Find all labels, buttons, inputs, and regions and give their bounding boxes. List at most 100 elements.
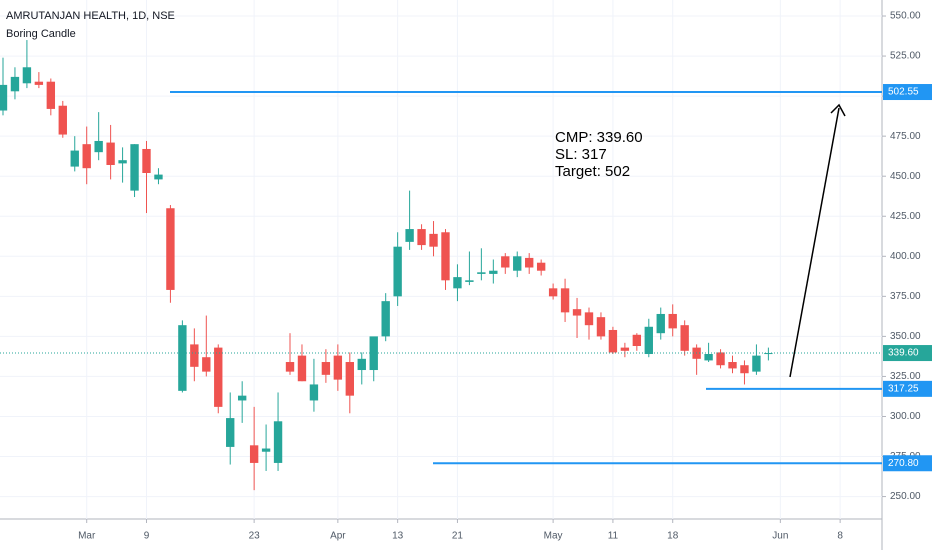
candle-body: [321, 362, 331, 375]
target-arrow: [789, 107, 840, 378]
candle-body: [596, 317, 606, 337]
y-tick-label: 475.00: [890, 131, 921, 142]
candle-body: [560, 288, 570, 313]
candle-body: [656, 313, 665, 334]
candle-body: [226, 418, 235, 447]
candle-body: [154, 174, 163, 180]
candle-body: [142, 148, 151, 173]
candle-body: [680, 325, 689, 351]
chart-title: AMRUTANJAN HEALTH, 1D, NSE: [6, 10, 175, 22]
candle-body: [22, 67, 32, 84]
annotation: Target: 502: [555, 163, 630, 180]
level-price-box: [883, 455, 932, 472]
last-price-label: 339.60: [888, 348, 919, 359]
candle-body: [333, 355, 343, 380]
candle-body: [82, 144, 91, 169]
candle-body: [417, 229, 426, 246]
candle-body: [704, 354, 713, 361]
x-tick-label: Apr: [330, 531, 346, 542]
x-tick-label: 8: [837, 531, 843, 542]
y-tick-label: 325.00: [890, 371, 921, 382]
candle-body: [297, 355, 307, 382]
candle-body: [106, 142, 115, 165]
x-tick-label: Jun: [772, 531, 788, 542]
candle-body: [489, 270, 498, 274]
candle-body: [118, 160, 127, 164]
candle-body: [130, 144, 139, 191]
y-tick-label: 300.00: [890, 411, 921, 422]
y-tick-label: 425.00: [890, 211, 921, 222]
candles: [0, 40, 773, 491]
x-tick-label: Mar: [78, 531, 96, 542]
candle-body: [584, 312, 594, 326]
x-tick-label: May: [544, 531, 563, 542]
y-tick-label: 450.00: [890, 171, 921, 182]
x-tick-label: 23: [249, 531, 261, 542]
chart-subtitle: Boring Candle: [6, 28, 76, 40]
y-tick-label: 400.00: [890, 251, 921, 262]
candle-body: [261, 448, 271, 452]
arrow-head: [830, 103, 846, 117]
candle-body: [441, 232, 450, 281]
x-tick-label: 9: [144, 531, 150, 542]
annotation: CMP: 339.60: [555, 129, 643, 146]
candle-body: [477, 272, 486, 274]
last-price-box: [883, 345, 932, 362]
candle-body: [369, 336, 378, 371]
candle-body: [178, 325, 187, 391]
candle-body: [237, 395, 247, 401]
candle-body: [285, 362, 295, 372]
candle-body: [0, 84, 8, 111]
candle-body: [668, 313, 677, 329]
candle-body: [644, 326, 653, 355]
grid: [0, 0, 882, 519]
candle-body: [405, 229, 414, 242]
x-tick-label: 18: [667, 531, 679, 542]
y-tick-label: 525.00: [890, 51, 921, 62]
level-price-label: 270.80: [888, 458, 919, 469]
level-price-label: 317.25: [888, 383, 919, 394]
candle-body: [214, 347, 223, 407]
candle-body: [393, 246, 402, 297]
level-price-label: 502.55: [888, 87, 919, 98]
candle-body: [632, 334, 642, 346]
candle-body: [536, 262, 546, 271]
candle-body: [166, 208, 175, 290]
level-price-box: [883, 84, 932, 101]
candle-body: [70, 150, 79, 167]
candle-body: [381, 301, 390, 337]
candle-body: [740, 365, 749, 374]
candle-body: [94, 140, 103, 153]
candle-body: [10, 76, 20, 92]
candle-body: [513, 256, 522, 271]
y-tick-label: 550.00: [890, 11, 921, 22]
candle-body: [608, 329, 618, 353]
level-price-box: [883, 380, 932, 397]
candle-body: [501, 256, 510, 268]
candle-body: [572, 309, 582, 316]
candle-body: [190, 344, 199, 367]
y-tick-label: 250.00: [890, 491, 921, 502]
candle-body: [46, 81, 56, 109]
candle-body: [357, 358, 366, 371]
candle-body: [345, 362, 354, 396]
y-tick-label: 375.00: [890, 291, 921, 302]
candle-body: [525, 257, 534, 268]
x-tick-label: 13: [392, 531, 404, 542]
candle-body: [429, 233, 438, 247]
candle-body: [273, 421, 283, 463]
candle-body: [548, 288, 558, 297]
candle-body: [34, 81, 44, 85]
candle-body: [465, 280, 474, 282]
y-tick-label: 350.00: [890, 331, 921, 342]
candle-body: [716, 352, 725, 366]
x-tick-label: 21: [452, 531, 464, 542]
candle-body: [249, 445, 259, 463]
x-tick-label: 11: [608, 531, 619, 542]
candle-body: [202, 357, 211, 372]
candle-body: [58, 105, 67, 135]
candle-body: [620, 347, 630, 351]
candle-body: [752, 355, 761, 372]
annotation: SL: 317: [555, 146, 607, 163]
